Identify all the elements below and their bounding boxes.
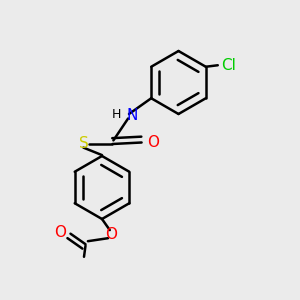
- Text: N: N: [126, 108, 137, 123]
- Text: O: O: [55, 225, 67, 240]
- Text: H: H: [112, 107, 122, 121]
- Text: O: O: [147, 135, 159, 150]
- Text: O: O: [105, 227, 117, 242]
- Text: Cl: Cl: [221, 58, 236, 73]
- Text: S: S: [79, 136, 89, 152]
